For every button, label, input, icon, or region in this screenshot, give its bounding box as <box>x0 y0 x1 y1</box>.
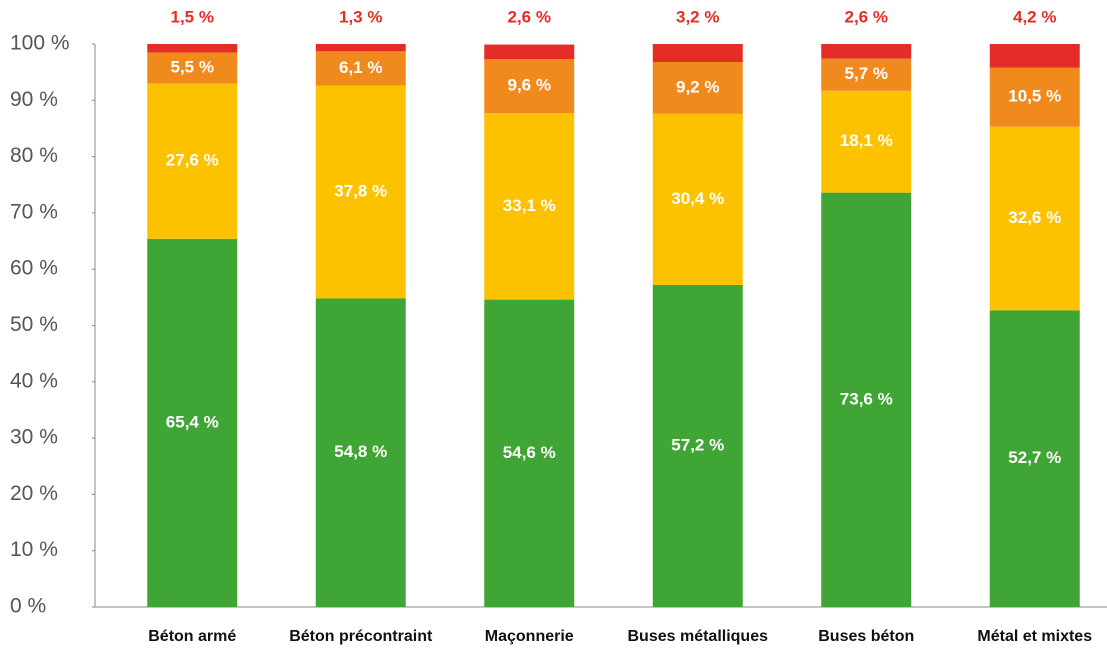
x-tick-label: Buses béton <box>818 628 914 645</box>
value-label: 5,5 % <box>171 57 214 76</box>
value-label: 33,1 % <box>503 196 556 215</box>
y-tick-label: 30 % <box>10 426 58 449</box>
value-label: 6,1 % <box>339 58 382 77</box>
value-label: 2,6 % <box>508 7 551 26</box>
value-label: 32,6 % <box>1008 208 1061 227</box>
y-tick-label: 80 % <box>10 144 58 167</box>
bar-segment <box>147 44 238 53</box>
bar-segment <box>821 58 912 91</box>
value-label: 37,8 % <box>334 182 387 201</box>
value-label: 52,7 % <box>1008 448 1061 467</box>
value-label: 1,3 % <box>339 7 382 26</box>
value-label: 73,6 % <box>840 389 893 408</box>
bar-segment <box>652 62 743 114</box>
value-label: 57,2 % <box>671 435 724 454</box>
y-tick-label: 0 % <box>10 595 46 618</box>
y-tick-label: 70 % <box>10 200 58 223</box>
bar-segment <box>821 192 912 607</box>
y-tick-label: 60 % <box>10 257 58 280</box>
bar-segment <box>989 310 1080 607</box>
bar-segment <box>484 59 575 114</box>
y-tick-label: 10 % <box>10 538 58 561</box>
bar-segment <box>147 52 238 84</box>
bar-segment <box>315 298 406 607</box>
y-tick-label: 50 % <box>10 313 58 336</box>
value-label: 30,4 % <box>671 189 724 208</box>
bar-segment <box>484 113 575 300</box>
value-label: 9,6 % <box>508 76 551 95</box>
value-label: 3,2 % <box>676 7 719 26</box>
x-tick-label: Buses métalliques <box>628 628 769 645</box>
bar-segment <box>652 44 743 63</box>
bar-segment <box>147 83 238 239</box>
y-tick-label: 90 % <box>10 88 58 111</box>
y-tick-label: 20 % <box>10 482 58 505</box>
x-tick-label: Béton précontraint <box>289 628 433 645</box>
value-label: 9,2 % <box>676 77 719 96</box>
value-label: 54,8 % <box>334 442 387 461</box>
bar-segment <box>315 44 406 52</box>
value-label: 54,6 % <box>503 443 556 462</box>
bar-segment <box>652 113 743 285</box>
bar-segment <box>989 126 1080 311</box>
bar-segment <box>989 44 1080 68</box>
value-label: 5,7 % <box>845 64 888 83</box>
bar-segment <box>652 284 743 607</box>
value-label: 10,5 % <box>1008 87 1061 106</box>
value-label: 27,6 % <box>166 151 219 170</box>
bar-segment <box>147 238 238 607</box>
x-tick-label: Métal et mixtes <box>977 628 1092 645</box>
bar-segment <box>821 44 912 59</box>
value-label: 65,4 % <box>166 412 219 431</box>
value-label: 4,2 % <box>1013 7 1056 26</box>
bar-segment <box>821 90 912 193</box>
bar-segment <box>989 67 1080 127</box>
bar-segment <box>315 85 406 299</box>
x-tick-label: Béton armé <box>148 628 236 645</box>
bar-segment <box>484 44 575 60</box>
value-label: 2,6 % <box>845 7 888 26</box>
bar-segment <box>484 299 575 607</box>
bar-segment <box>315 51 406 86</box>
x-tick-label: Maçonnerie <box>485 628 574 645</box>
value-label: 18,1 % <box>840 131 893 150</box>
y-tick-label: 100 % <box>10 32 70 55</box>
y-tick-label: 40 % <box>10 369 58 392</box>
value-label: 1,5 % <box>171 7 214 26</box>
